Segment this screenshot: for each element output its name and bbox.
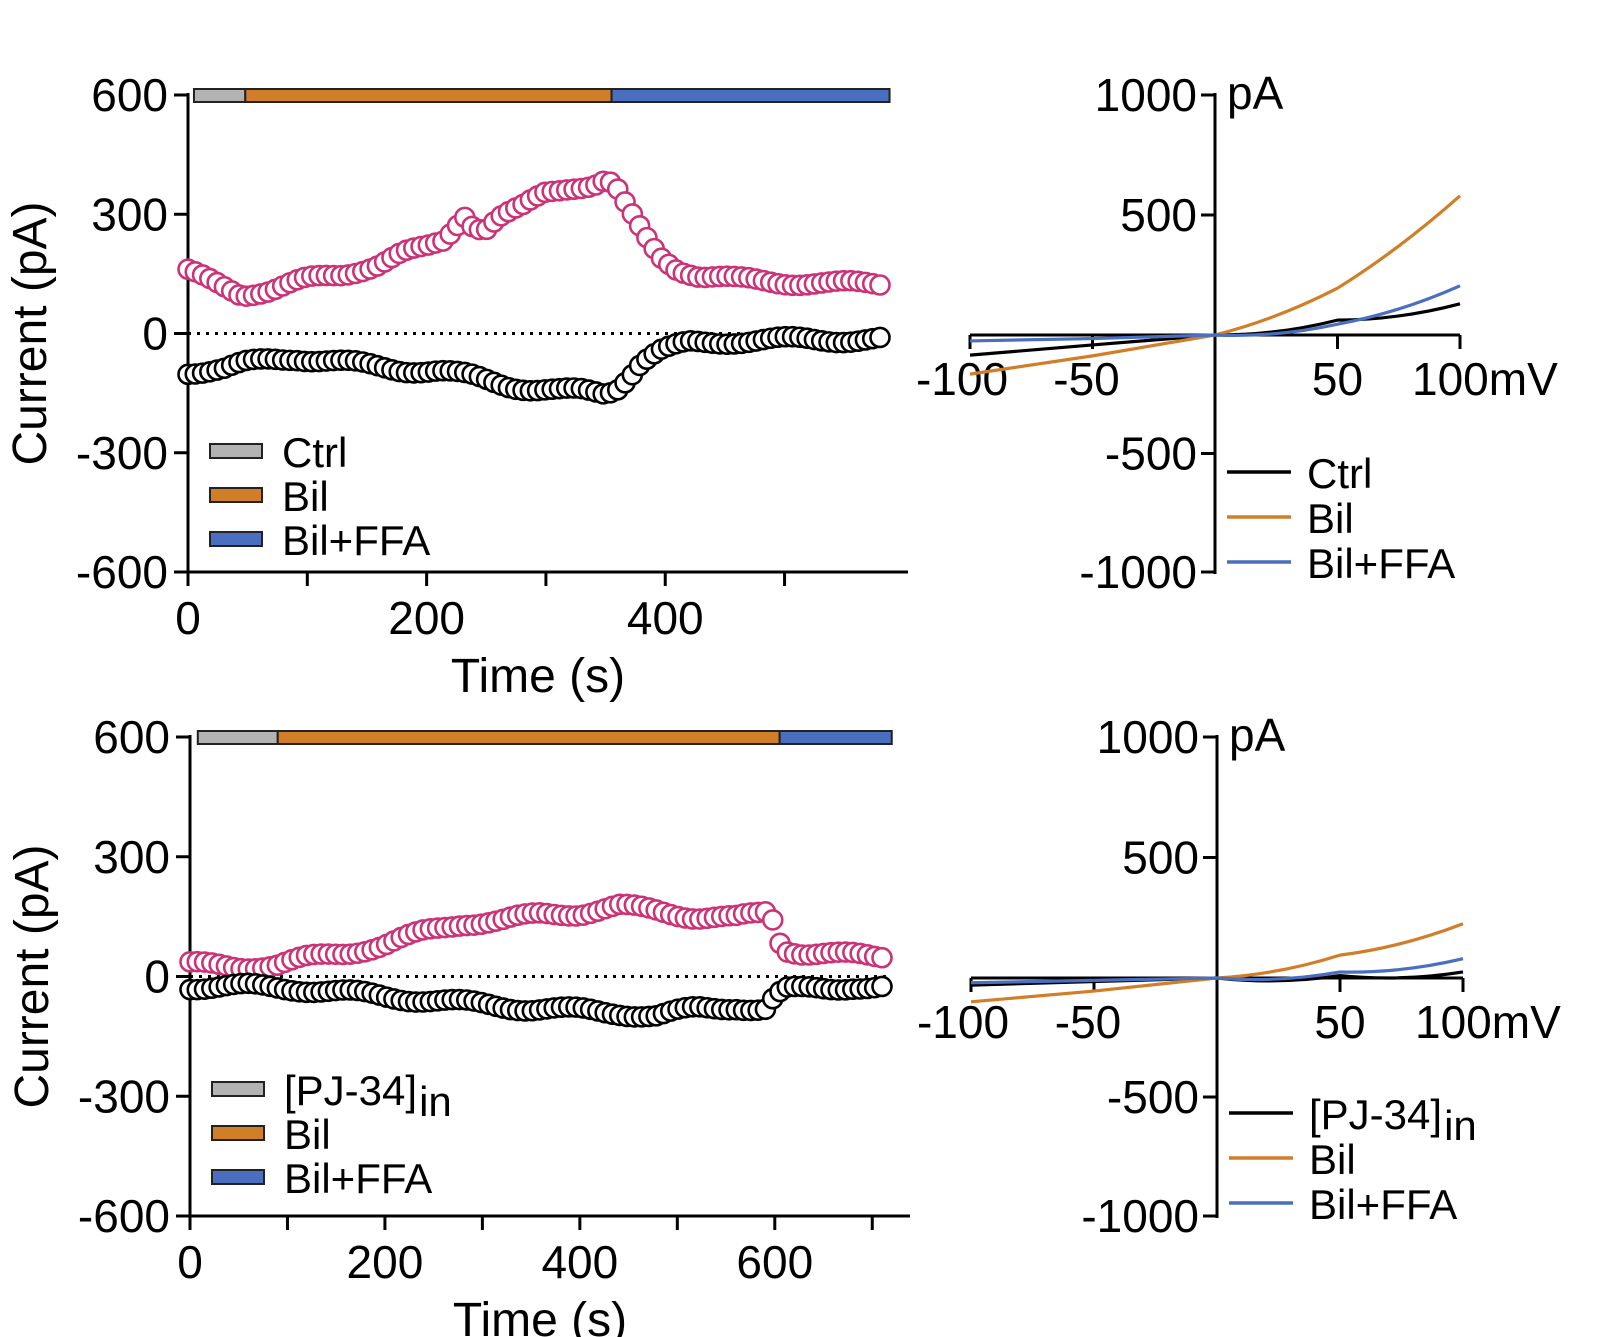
y-tick-label: -1000 xyxy=(1081,1190,1199,1242)
series-outward xyxy=(177,170,891,307)
treatment-bar xyxy=(276,730,781,745)
data-point xyxy=(871,946,893,969)
x-tick-label: 50 xyxy=(1314,996,1365,1048)
y-tick-label: 600 xyxy=(93,711,170,763)
y-tick-label: 600 xyxy=(91,69,168,121)
y-tick-label: 1000 xyxy=(1097,711,1199,763)
legend-label: Bil+FFA xyxy=(1307,540,1455,587)
x-tick-label: -100 xyxy=(917,996,1009,1048)
y-tick-label: -600 xyxy=(76,546,168,598)
data-point xyxy=(869,274,891,296)
treatment-bar xyxy=(192,88,247,103)
legend-label: [PJ-34] xyxy=(1309,1091,1442,1138)
y-tick-label: 500 xyxy=(1120,189,1197,241)
y-tick-label: 500 xyxy=(1122,832,1199,884)
x-tick-label: 600 xyxy=(736,1236,813,1288)
data-point xyxy=(869,326,891,349)
y-tick-label: -600 xyxy=(78,1190,170,1242)
x-tick-label: 0 xyxy=(177,1236,203,1288)
x-tick-label: -100 xyxy=(916,353,1008,405)
legend-swatch xyxy=(211,1125,265,1141)
series-outward xyxy=(179,893,893,980)
x-tick-label: 400 xyxy=(627,592,704,644)
legend-swatch xyxy=(209,531,263,547)
y-tick-label: -300 xyxy=(78,1070,170,1122)
iv-curve-Bil+FFA xyxy=(969,284,1461,343)
treatment-bar xyxy=(778,730,893,745)
legend-swatch xyxy=(209,487,263,503)
legend-label: Bil+FFA xyxy=(282,517,430,564)
treatment-bar xyxy=(196,730,279,745)
x-tick-label: 0 xyxy=(175,592,201,644)
legend-label: Bil xyxy=(284,1111,331,1158)
iv-chart-iv_bottom: 1000 500 -500 -1000 pA -100 -50 50 100mV [PJ-34] i… xyxy=(917,709,1561,1242)
y-axis-title: Current (pA) xyxy=(6,844,59,1108)
legend-label: Ctrl xyxy=(1307,450,1372,497)
y-tick-label: -500 xyxy=(1107,1071,1199,1123)
legend-label: Bil+FFA xyxy=(284,1155,432,1202)
y-axis-title: Current (pA) xyxy=(4,201,57,465)
x-tick-label: 200 xyxy=(388,592,465,644)
y-tick-label: -300 xyxy=(76,427,168,479)
x-axis-title: Time (s) xyxy=(451,650,625,703)
x-tick-label: 100mV xyxy=(1412,353,1558,405)
y-tick-label: 0 xyxy=(142,308,168,360)
x-tick-label: 100mV xyxy=(1415,996,1561,1048)
y-unit-label: pA xyxy=(1227,67,1284,119)
legend-label: Ctrl xyxy=(282,429,347,476)
y-tick-label: 300 xyxy=(93,831,170,883)
data-point xyxy=(871,975,893,998)
legend-label: Bil xyxy=(282,473,329,520)
series-inward xyxy=(179,972,893,1028)
legend-label: [PJ-34] xyxy=(284,1067,417,1114)
treatment-bar xyxy=(244,88,613,103)
legend-label: Bil+FFA xyxy=(1309,1181,1457,1228)
legend-swatch xyxy=(209,443,263,459)
treatment-bar xyxy=(610,88,891,103)
x-tick-label: 200 xyxy=(347,1236,424,1288)
y-unit-label: pA xyxy=(1229,709,1286,761)
series-inward xyxy=(177,325,891,405)
data-point xyxy=(761,909,784,931)
x-tick-label: 400 xyxy=(541,1236,618,1288)
iv-curve-Bil+FFA xyxy=(970,957,1464,985)
x-tick-label: -50 xyxy=(1055,996,1121,1048)
legend-label: Bil xyxy=(1307,495,1354,542)
x-tick-label: 50 xyxy=(1312,353,1363,405)
y-tick-label: 1000 xyxy=(1095,69,1197,121)
legend-subscript: in xyxy=(1444,1102,1477,1149)
y-tick-label: 0 xyxy=(144,951,170,1003)
legend-swatch xyxy=(211,1081,265,1097)
y-tick-label: 300 xyxy=(91,188,168,240)
y-tick-label: -500 xyxy=(1105,428,1197,480)
legend-subscript: in xyxy=(419,1078,452,1125)
legend-label: Bil xyxy=(1309,1136,1356,1183)
x-axis-title: Time (s) xyxy=(453,1294,627,1337)
legend-swatch xyxy=(211,1169,265,1185)
y-tick-label: -1000 xyxy=(1079,546,1197,598)
